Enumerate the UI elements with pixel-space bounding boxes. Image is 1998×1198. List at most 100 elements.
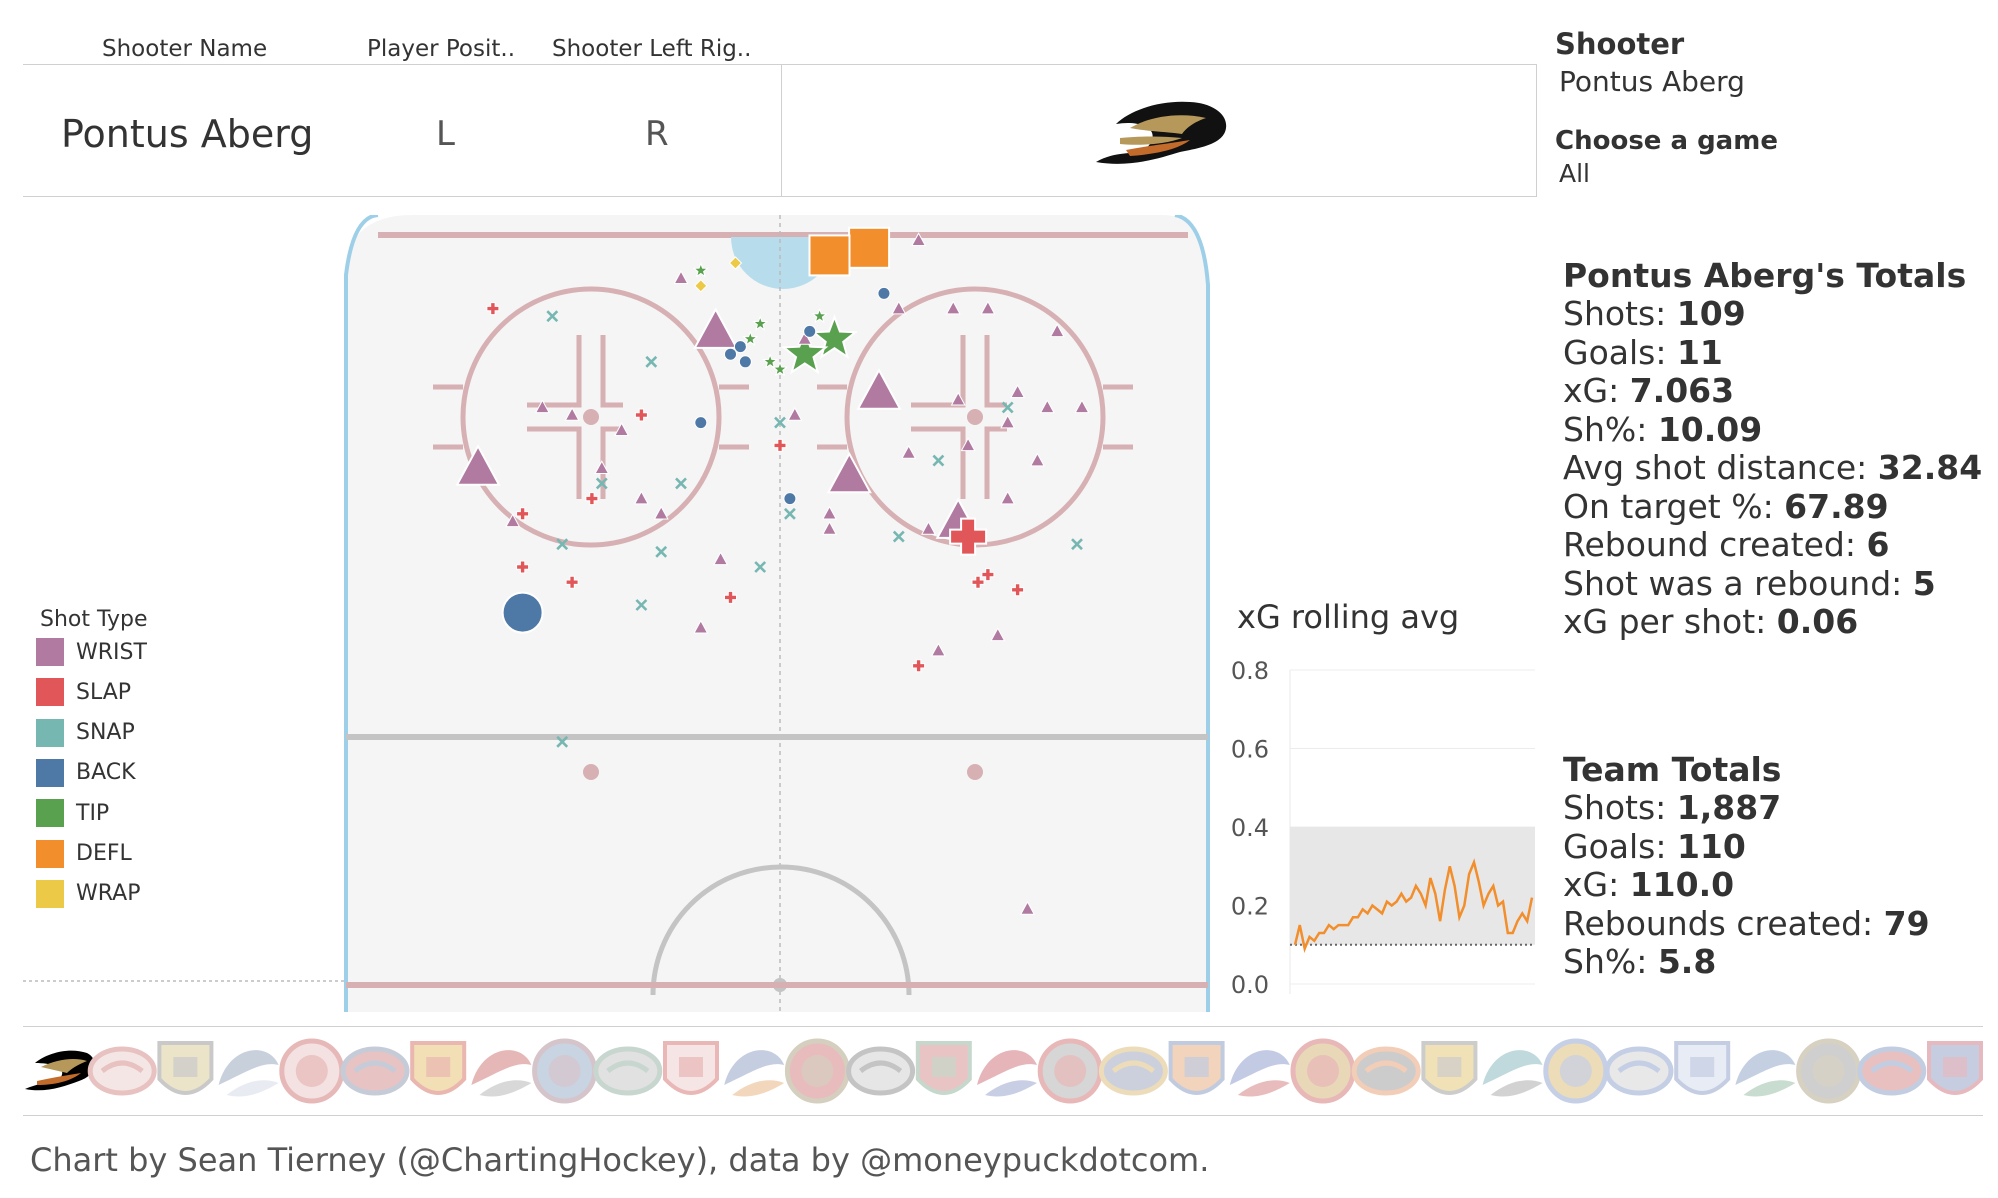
shot-marker-wrist[interactable] [1049, 323, 1065, 338]
redwings-logo-icon[interactable] [663, 1041, 719, 1095]
shot-marker-wrist[interactable] [950, 391, 966, 406]
capitals-logo-icon[interactable] [1927, 1041, 1983, 1095]
shot-marker-slap[interactable] [724, 590, 737, 604]
shot-marker-snap[interactable] [655, 545, 668, 558]
goldenknights-logo-icon[interactable] [1796, 1038, 1862, 1104]
shot-marker-back[interactable] [803, 324, 817, 338]
shot-marker-slap[interactable] [1011, 583, 1025, 597]
shot-map-chart[interactable] [23, 215, 1540, 1012]
blues-logo-icon[interactable] [1543, 1038, 1609, 1104]
rangers-logo-icon[interactable] [1229, 1050, 1290, 1097]
shot-marker-back[interactable] [501, 591, 544, 634]
shot-marker-wrist[interactable] [505, 513, 521, 528]
shot-marker-slap[interactable] [565, 575, 579, 589]
shot-marker-wrist[interactable] [797, 330, 813, 345]
col-header-shooter-name[interactable]: Shooter Name [102, 36, 268, 62]
shot-marker-tip[interactable] [752, 315, 769, 331]
shot-marker-snap[interactable] [932, 454, 945, 467]
flames-logo-icon[interactable] [410, 1041, 467, 1095]
shot-marker-wrist[interactable] [1000, 414, 1016, 429]
shot-marker-slap[interactable] [949, 517, 988, 556]
shot-marker-tip[interactable] [692, 262, 709, 278]
shot-marker-wrist[interactable] [1010, 384, 1026, 398]
mapleleafs-logo-icon[interactable] [1674, 1041, 1731, 1095]
shot-marker-tip[interactable] [771, 360, 789, 377]
shot-marker-wrap[interactable] [694, 279, 708, 293]
shot-marker-wrist[interactable] [945, 300, 961, 315]
shot-marker-wrist[interactable] [1020, 900, 1035, 915]
legend-item-slap[interactable]: SLAP [36, 678, 131, 707]
penguins-logo-icon[interactable] [1421, 1041, 1478, 1095]
shot-marker-snap[interactable] [1001, 401, 1014, 414]
legend-item-wrap[interactable]: WRAP [36, 879, 140, 908]
shot-marker-wrist[interactable] [822, 520, 837, 535]
shot-marker-snap[interactable] [556, 538, 569, 551]
shot-marker-wrist[interactable] [911, 232, 927, 246]
legend-item-snap[interactable]: SNAP [36, 718, 135, 747]
shot-marker-wrist[interactable] [901, 444, 917, 459]
hurricanes-logo-icon[interactable] [279, 1038, 345, 1104]
wild-logo-icon[interactable] [915, 1041, 972, 1095]
bluejackets-logo-icon[interactable] [340, 1046, 410, 1096]
shot-marker-tip[interactable] [811, 307, 828, 324]
shot-marker-wrist[interactable] [455, 444, 501, 486]
legend-item-tip[interactable]: TIP [36, 799, 109, 828]
shot-marker-wrist[interactable] [980, 300, 996, 315]
shot-marker-snap[interactable] [892, 530, 905, 543]
ducks-logo-icon[interactable] [25, 1050, 95, 1091]
shot-marker-snap[interactable] [546, 310, 559, 323]
col-header-position[interactable]: Player Posit.. [367, 36, 516, 62]
shot-marker-wrist[interactable] [856, 368, 902, 410]
canucks-logo-icon[interactable] [1735, 1050, 1796, 1097]
legend-item-back[interactable]: BACK [36, 758, 136, 787]
shot-marker-slap[interactable] [773, 438, 787, 452]
shot-marker-wrist[interactable] [693, 619, 709, 634]
shot-marker-wrist[interactable] [713, 551, 729, 566]
shot-marker-wrist[interactable] [930, 642, 946, 657]
flyers-logo-icon[interactable] [1351, 1046, 1421, 1096]
sabres-logo-icon[interactable] [218, 1050, 279, 1097]
shooter-filter-value[interactable]: Pontus Aberg [1559, 65, 1745, 98]
kings-logo-icon[interactable] [846, 1046, 916, 1096]
shot-marker-wrist[interactable] [1039, 399, 1055, 414]
shot-marker-back[interactable] [877, 286, 891, 300]
shot-marker-wrist[interactable] [633, 490, 649, 505]
canadiens-logo-icon[interactable] [977, 1050, 1037, 1097]
shot-marker-slap[interactable] [516, 507, 530, 521]
shot-marker-wrist[interactable] [1029, 452, 1045, 467]
avalanche-logo-icon[interactable] [532, 1038, 598, 1104]
shot-marker-wrist[interactable] [960, 437, 976, 452]
shot-marker-snap[interactable] [1071, 538, 1083, 551]
shot-marker-back[interactable] [733, 340, 747, 354]
predators-logo-icon[interactable] [1098, 1046, 1168, 1096]
shot-marker-wrist[interactable] [673, 270, 689, 284]
islanders-logo-icon[interactable] [1168, 1041, 1225, 1095]
shot-marker-defl[interactable] [848, 226, 891, 269]
shot-marker-defl[interactable] [808, 234, 851, 277]
shot-marker-back[interactable] [694, 416, 708, 430]
shot-marker-wrist[interactable] [826, 451, 872, 494]
legend-item-wrist[interactable]: WRIST [36, 638, 147, 666]
shot-marker-snap[interactable] [645, 355, 658, 368]
legend-item-defl[interactable]: DEFL [36, 839, 132, 868]
sharks-logo-icon[interactable] [1482, 1050, 1543, 1097]
team-logo-row[interactable] [23, 1030, 1983, 1112]
shot-marker-tip[interactable] [742, 330, 759, 346]
shot-marker-slap[interactable] [486, 302, 500, 316]
shot-marker-back[interactable] [783, 492, 797, 506]
shot-marker-snap[interactable] [595, 477, 608, 490]
rolling-avg-chart[interactable]: 0.8 0.6 0.4 0.2 0.0 [1210, 640, 1540, 1010]
shot-marker-wrist[interactable] [1000, 490, 1016, 505]
shot-marker-tip[interactable] [810, 314, 859, 360]
shot-marker-tip[interactable] [762, 353, 779, 369]
shot-marker-wrist[interactable] [693, 307, 739, 349]
shot-marker-wrap[interactable] [728, 256, 743, 270]
devils-logo-icon[interactable] [1037, 1038, 1103, 1104]
senators-logo-icon[interactable] [1290, 1038, 1356, 1104]
shot-marker-wrist[interactable] [822, 505, 837, 520]
shot-marker-slap[interactable] [516, 560, 530, 574]
shot-marker-snap[interactable] [556, 735, 569, 748]
col-header-handedness[interactable]: Shooter Left Rig.. [552, 36, 752, 62]
shot-marker-wrist[interactable] [787, 406, 803, 421]
shot-marker-snap[interactable] [675, 477, 687, 490]
